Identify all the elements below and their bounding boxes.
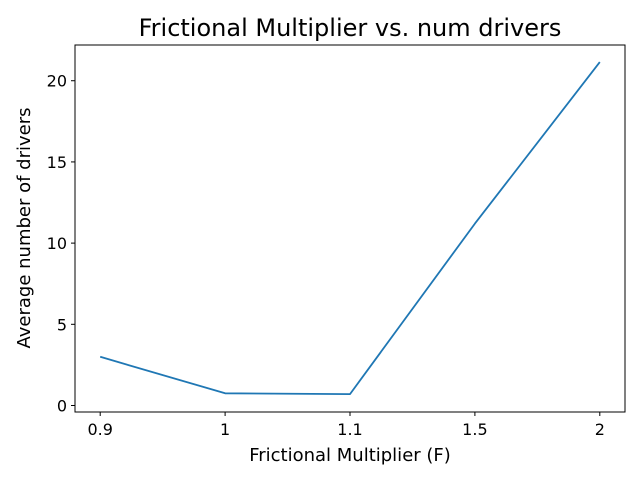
- x-axis: 0.9 1 1.1 1.5 2: [87, 412, 605, 439]
- y-tick-label: 0: [57, 397, 67, 416]
- x-tick-label: 0.9: [87, 420, 112, 439]
- x-axis-title: Frictional Multiplier (F): [249, 445, 451, 466]
- plot-area: 0 5 10 15 20 0.9 1 1.1 1.5 2: [47, 44, 626, 439]
- x-tick-label: 1.5: [462, 420, 487, 439]
- x-tick-label: 1: [220, 420, 230, 439]
- y-axis: 0 5 10 15 20: [47, 72, 75, 416]
- x-tick-label: 1.1: [337, 420, 362, 439]
- y-tick-label: 15: [47, 153, 67, 172]
- chart-title: Frictional Multiplier vs. num drivers: [139, 14, 562, 42]
- y-tick-label: 20: [47, 72, 67, 91]
- y-tick-label: 5: [57, 315, 67, 334]
- series-layer: [99, 61, 601, 396]
- y-axis-title: Average number of drivers: [14, 107, 35, 348]
- series-line: [99, 61, 601, 396]
- y-tick-label: 10: [47, 234, 67, 253]
- plot-frame: [74, 44, 626, 413]
- x-tick-label: 2: [595, 420, 605, 439]
